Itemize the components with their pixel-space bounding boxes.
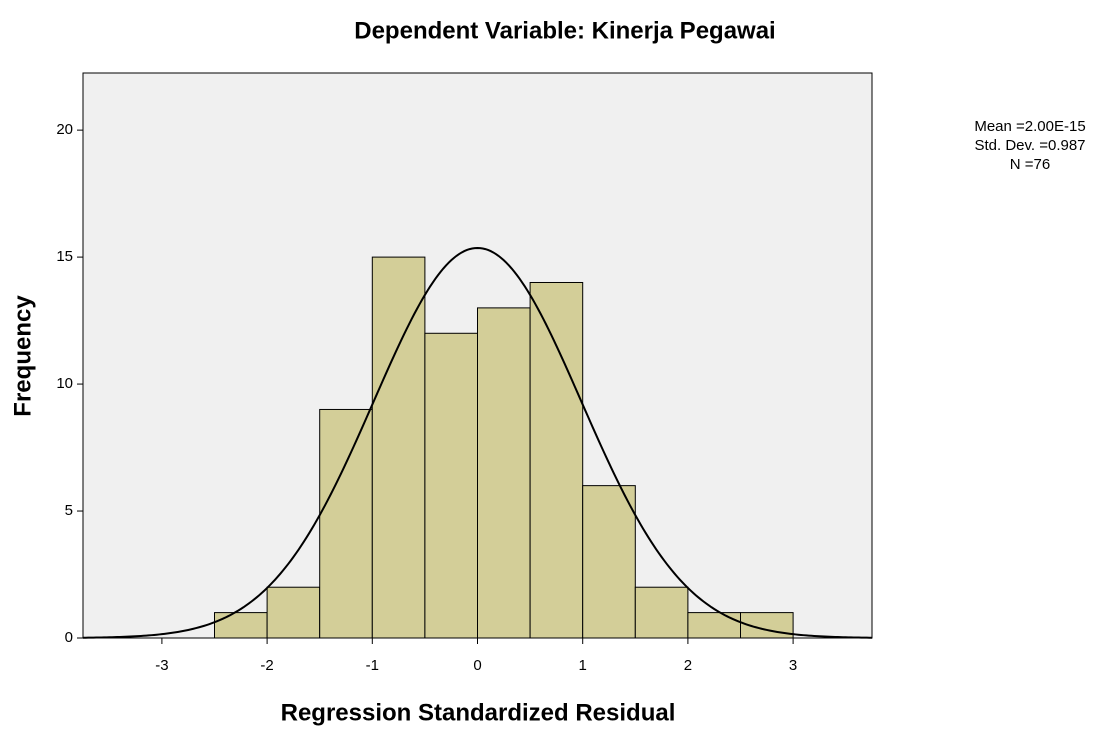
y-tick-label: 5	[65, 502, 73, 519]
bar	[687, 612, 742, 639]
bar	[634, 586, 689, 639]
bar	[529, 281, 584, 639]
normal-curve	[82, 246, 873, 639]
stat-label: Mean =2.00E-15	[974, 118, 1085, 135]
chart-title: Dependent Variable: Kinerja Pegawai	[354, 17, 775, 44]
x-tick-label: -1	[366, 657, 379, 674]
bar	[477, 307, 531, 639]
x-axis-label: Regression Standardized Residual	[281, 699, 676, 726]
bar	[424, 332, 478, 639]
y-tick-label: 0	[65, 629, 73, 646]
bar	[266, 586, 321, 639]
x-tick-label: -3	[155, 657, 168, 674]
y-tick-label: 10	[56, 375, 73, 392]
bar	[214, 612, 268, 639]
x-tick-label: -2	[260, 657, 273, 674]
y-axis-label: Frequency	[9, 295, 36, 417]
stat-label: N =76	[1010, 156, 1050, 173]
bar	[319, 408, 373, 639]
y-tick-label: 20	[56, 121, 73, 138]
stat-label: Std. Dev. =0.987	[974, 137, 1085, 154]
x-tick-label: 1	[579, 657, 587, 674]
bar	[582, 485, 636, 639]
bar	[371, 256, 426, 639]
x-tick-label: 0	[473, 657, 481, 674]
x-tick-label: 3	[789, 657, 797, 674]
y-tick-label: 15	[56, 248, 73, 265]
x-tick-label: 2	[684, 657, 692, 674]
